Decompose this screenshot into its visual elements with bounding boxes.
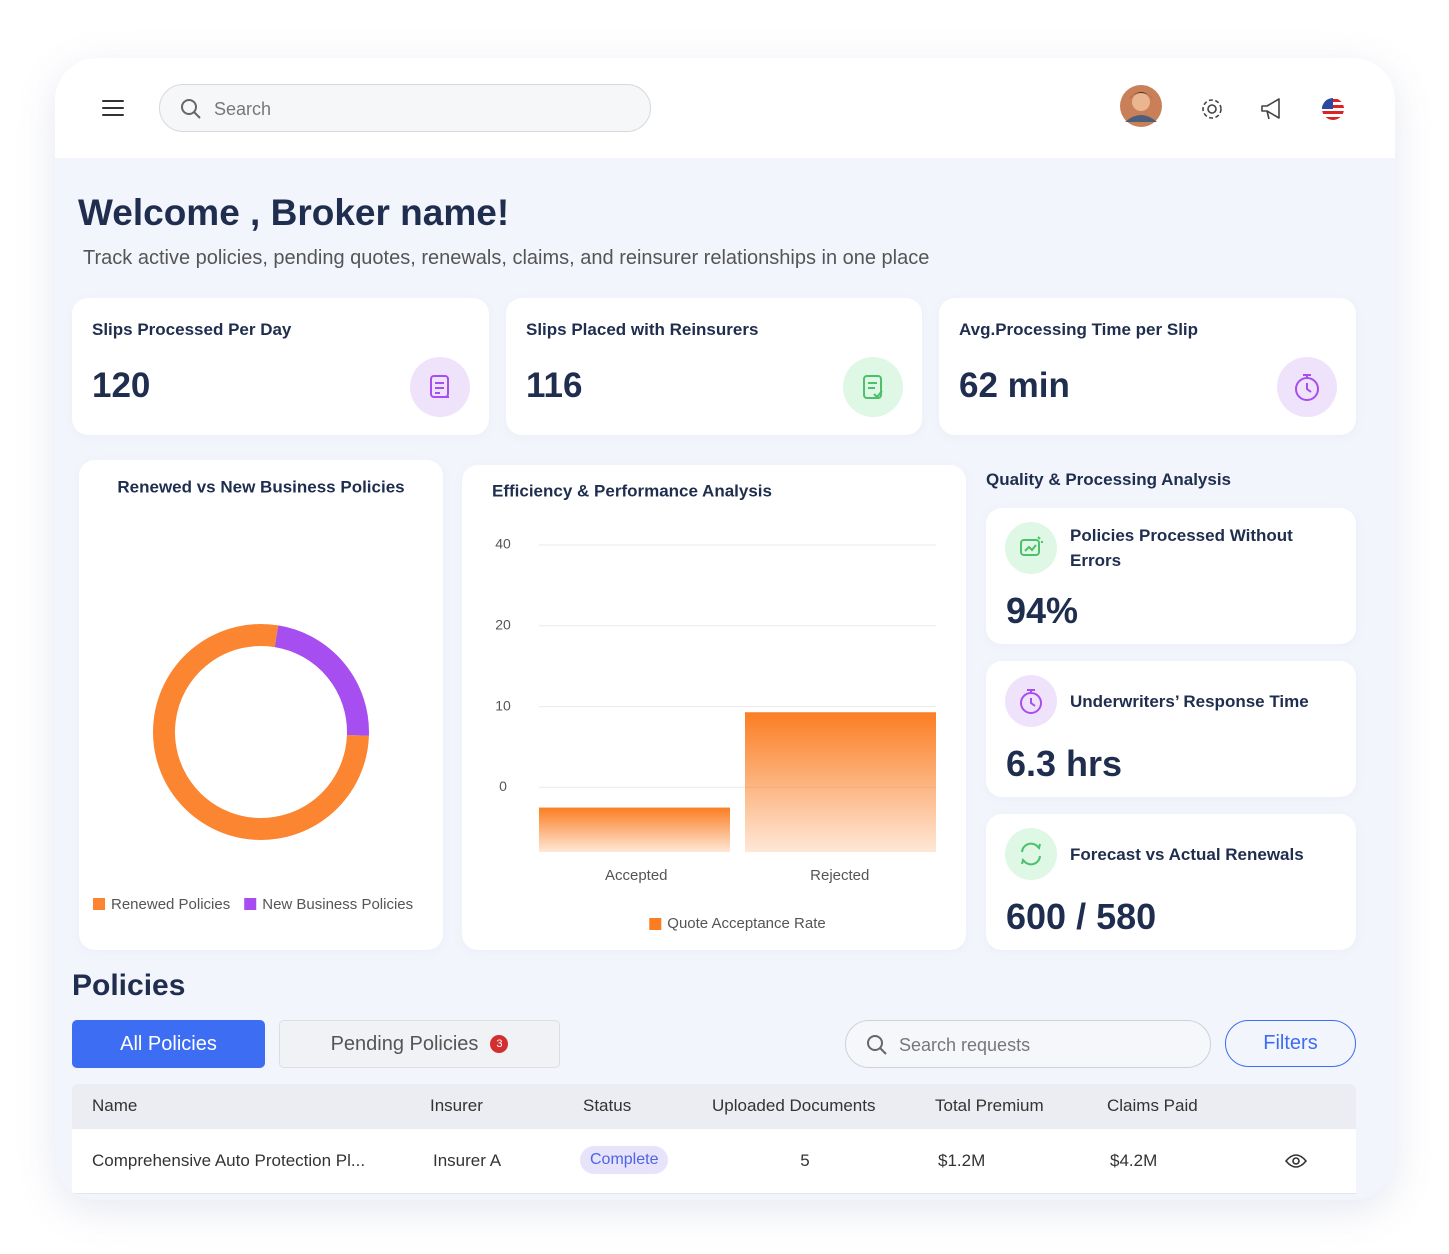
quality-card: Policies Processed Without Errors 94%	[986, 508, 1356, 644]
tab-label: Pending Policies	[330, 1032, 479, 1055]
kpi-card: Avg.Processing Time per Slip 62 min	[939, 298, 1356, 435]
kpi-label: Slips Processed Per Day	[92, 320, 292, 339]
kpi-label: Avg.Processing Time per Slip	[959, 320, 1199, 339]
welcome-subtitle: Track active policies, pending quotes, r…	[83, 247, 930, 269]
column-header: Uploaded Documents	[712, 1096, 876, 1115]
legend-swatch	[244, 898, 257, 910]
search-placeholder: Search	[214, 99, 272, 119]
tab-active[interactable]: All Policies	[72, 1020, 265, 1068]
section-title: Quality & Processing Analysis	[986, 470, 1232, 489]
kpi-value: 116	[526, 366, 583, 405]
x-tick-label: Rejected	[810, 867, 869, 884]
section-title: Policies	[72, 969, 186, 1002]
quality-icon	[1005, 522, 1057, 574]
y-tick-label: 0	[499, 778, 507, 794]
table-cell: Comprehensive Auto Protection Pl...	[92, 1151, 366, 1170]
quality-label: Policies Processed Without Errors	[1070, 526, 1293, 570]
table-cell: Insurer A	[433, 1151, 502, 1170]
y-tick-label: 20	[495, 616, 511, 632]
kpi-label: Slips Placed with Reinsurers	[526, 320, 759, 339]
kpi-value: 120	[92, 366, 151, 405]
quality-icon	[1005, 675, 1057, 727]
donut-segment	[274, 625, 369, 736]
y-tick-label: 10	[495, 697, 511, 713]
settings-icon[interactable]	[1199, 96, 1225, 122]
column-header: Name	[92, 1096, 138, 1115]
column-header: Claims Paid	[1107, 1096, 1198, 1115]
kpi-icon	[410, 357, 470, 417]
donut-segment	[153, 624, 369, 840]
kpi-icon	[1277, 357, 1337, 417]
chart-title: Efficiency & Performance Analysis	[492, 481, 772, 500]
y-tick-label: 40	[495, 536, 511, 552]
announcements-icon[interactable]	[1259, 96, 1287, 122]
legend-label: Renewed Policies	[111, 896, 230, 913]
donut-card: Renewed vs New Business Policies Renewed…	[79, 460, 443, 950]
legend-swatch	[649, 918, 662, 930]
bar-card: Efficiency & Performance Analysis 40 20 10…	[462, 465, 966, 950]
tab-badge: 3	[490, 1035, 509, 1053]
quality-label: Underwriters’ Response Time	[1070, 692, 1309, 711]
tab-label: All Policies	[120, 1032, 217, 1055]
search-box[interactable]: Search	[159, 84, 651, 132]
search-placeholder: Search requests	[899, 1035, 1031, 1055]
tab[interactable]: Pending Policies 3	[279, 1020, 560, 1068]
table-row: Comprehensive Auto Protection Pl... Insu…	[72, 1129, 1356, 1194]
button-label: Filters	[1263, 1032, 1318, 1054]
column-header: Total Premium	[935, 1096, 1044, 1115]
welcome-title: Welcome , Broker name!	[78, 192, 510, 233]
bar	[539, 807, 730, 852]
kpi-card: Slips Processed Per Day 120	[72, 298, 489, 435]
app-frame: Search Welcome , Broker name! Track acti…	[55, 58, 1395, 1200]
bar-chart: Efficiency & Performance Analysis 40 20 10…	[492, 481, 936, 932]
quality-value: 6.3 hrs	[1006, 743, 1123, 784]
table-header: Name Insurer Status Uploaded Documents T…	[72, 1084, 1356, 1129]
filters-button[interactable]: Filters	[1225, 1020, 1356, 1067]
legend-label: Quote Acceptance Rate	[667, 915, 825, 932]
donut-chart: Renewed vs New Business Policies Renewed…	[93, 477, 413, 913]
view-button[interactable]	[1284, 1153, 1308, 1169]
x-tick-label: Accepted	[605, 867, 668, 884]
quality-card: Underwriters’ Response Time 6.3 hrs	[986, 661, 1356, 797]
bar	[745, 712, 936, 852]
quality-label: Forecast vs Actual Renewals	[1070, 845, 1304, 864]
status-pill: Complete	[580, 1146, 669, 1174]
chart-title: Renewed vs New Business Policies	[117, 477, 404, 496]
quality-value: 600 / 580	[1006, 896, 1157, 937]
top-bar: Search	[55, 58, 1395, 158]
search-icon	[867, 1035, 887, 1055]
quality-card: Forecast vs Actual Renewals 600 / 580	[986, 814, 1356, 950]
search-icon	[181, 99, 201, 119]
table-cell: $1.2M	[938, 1151, 986, 1170]
language-flag[interactable]	[1321, 97, 1345, 121]
column-header: Status	[583, 1096, 632, 1115]
table-cell: $4.2M	[1110, 1151, 1158, 1170]
table-cell: 5	[800, 1151, 810, 1170]
column-header: Insurer	[430, 1096, 483, 1115]
user-avatar[interactable]	[1117, 82, 1165, 130]
legend-label: New Business Policies	[262, 896, 413, 913]
quality-value: 94%	[1006, 590, 1079, 631]
request-search[interactable]: Search requests	[845, 1020, 1211, 1068]
legend-swatch	[93, 898, 105, 910]
kpi-card: Slips Placed with Reinsurers 116	[506, 298, 922, 435]
quality-icon	[1005, 828, 1057, 880]
kpi-icon	[843, 357, 903, 417]
kpi-value: 62 min	[959, 366, 1070, 405]
menu-button[interactable]	[101, 98, 125, 118]
